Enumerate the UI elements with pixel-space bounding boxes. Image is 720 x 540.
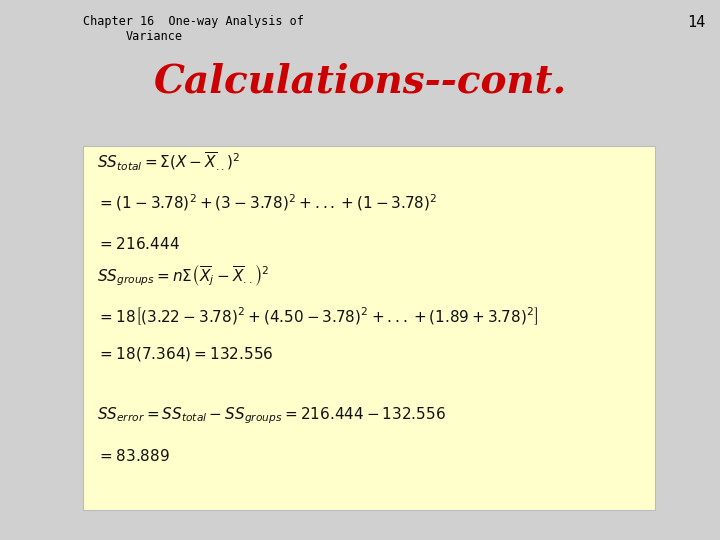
Text: $= 18\left[(3.22-3.78)^2 + (4.50-3.78)^2 + ...+ (1.89+3.78)^2\right]$: $= 18\left[(3.22-3.78)^2 + (4.50-3.78)^2…: [97, 305, 539, 327]
Text: $SS_{total} = \Sigma(X - \overline{X}_{..})^2$: $SS_{total} = \Sigma(X - \overline{X}_{.…: [97, 151, 240, 173]
Text: $SS_{error} = SS_{total} - SS_{groups} = 216.444 - 132.556$: $SS_{error} = SS_{total} - SS_{groups} =…: [97, 406, 446, 426]
Text: $SS_{groups} = n\Sigma\left(\overline{X}_{j} - \overline{X}_{..}\right)^2$: $SS_{groups} = n\Sigma\left(\overline{X}…: [97, 262, 270, 288]
Text: $= (1-3.78)^2 + (3-3.78)^2 + ...+ (1-3.78)^2$: $= (1-3.78)^2 + (3-3.78)^2 + ...+ (1-3.7…: [97, 192, 438, 213]
Text: Variance: Variance: [126, 30, 183, 43]
Text: $= 18(7.364) = 132.556$: $= 18(7.364) = 132.556$: [97, 345, 274, 363]
Text: Chapter 16  One-way Analysis of: Chapter 16 One-way Analysis of: [83, 15, 304, 28]
Text: 14: 14: [688, 15, 706, 30]
Text: $= 216.444$: $= 216.444$: [97, 236, 180, 252]
Text: Calculations--cont.: Calculations--cont.: [153, 62, 567, 100]
Text: $= 83.889$: $= 83.889$: [97, 448, 170, 464]
FancyBboxPatch shape: [83, 146, 655, 510]
